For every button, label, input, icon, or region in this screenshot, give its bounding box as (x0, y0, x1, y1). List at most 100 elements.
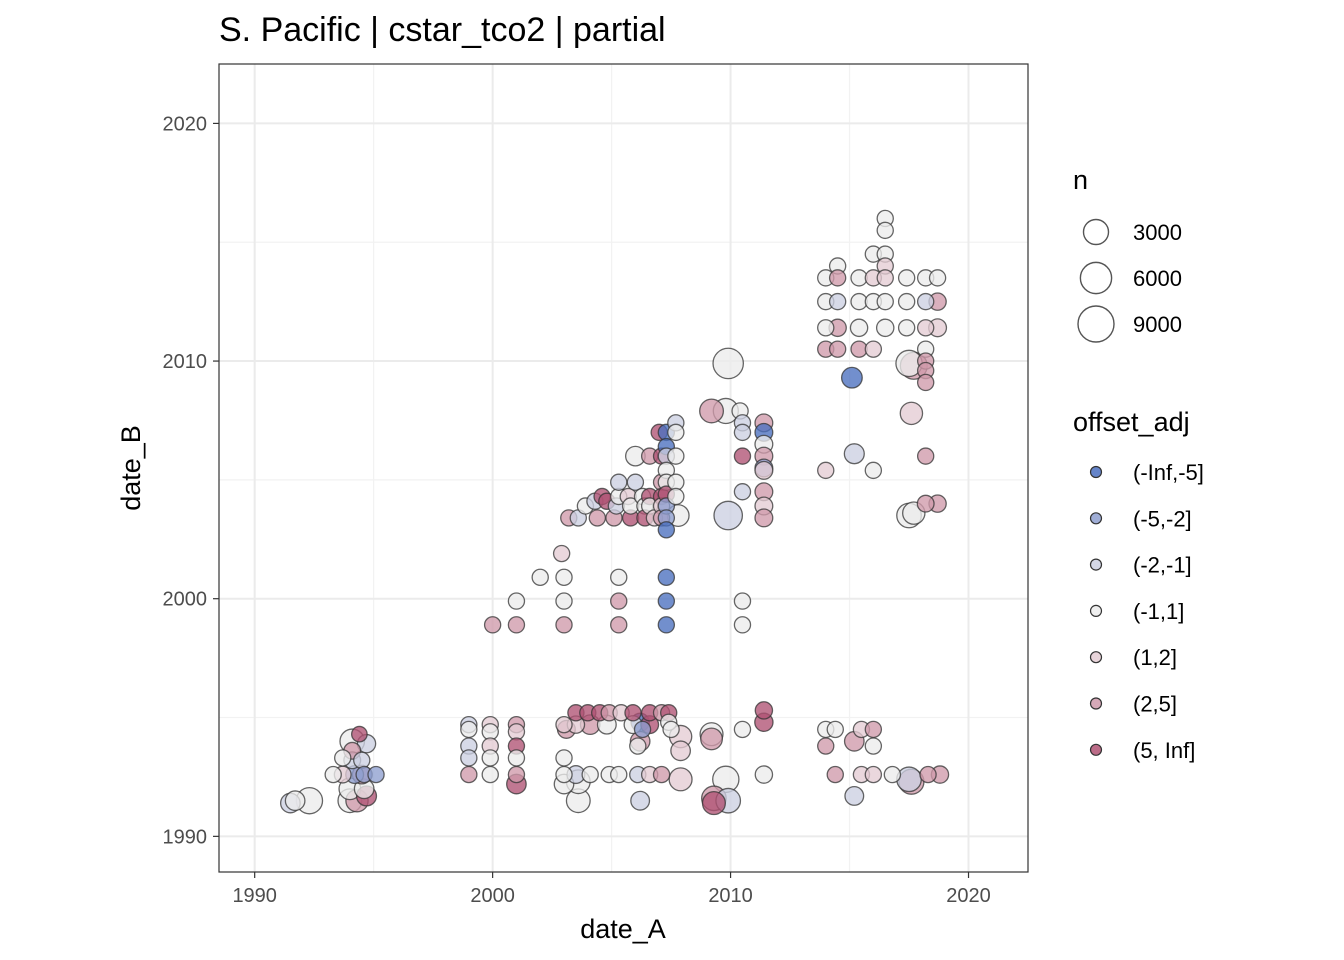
size-legend-label: 9000 (1133, 312, 1182, 337)
data-point (713, 500, 744, 531)
data-point (626, 473, 645, 491)
x-tick-label: 1990 (232, 885, 277, 907)
data-point (552, 544, 571, 563)
data-point (864, 765, 883, 784)
data-point (828, 269, 847, 287)
size-legend: n 3000 6000 9000 (1073, 165, 1182, 343)
data-point (460, 720, 478, 739)
size-legend-label: 6000 (1133, 266, 1182, 291)
data-point (610, 765, 628, 784)
data-point (667, 423, 685, 442)
data-point (864, 737, 883, 755)
data-point (610, 568, 628, 587)
color-legend-key (1089, 512, 1103, 525)
data-point (284, 790, 306, 812)
data-point (481, 765, 499, 784)
color-legend-label: (1,2] (1133, 645, 1177, 670)
data-point (754, 508, 774, 528)
color-legend-label: (2,5] (1133, 692, 1177, 717)
data-point (843, 443, 865, 465)
data-point (849, 318, 869, 338)
data-point (700, 727, 724, 751)
y-axis-title: date_B (116, 425, 146, 511)
data-point (610, 592, 628, 610)
data-point (733, 616, 752, 634)
size-legend-key (1079, 261, 1113, 295)
data-point (657, 616, 676, 634)
color-legend-label: (-5,-2] (1133, 506, 1192, 531)
data-point (916, 373, 935, 392)
color-legend-key (1089, 743, 1103, 756)
data-point (828, 340, 847, 358)
data-point (507, 765, 526, 784)
color-legend-key (1089, 465, 1103, 479)
chart-title: S. Pacific | cstar_tco2 | partial (219, 11, 666, 49)
data-point (733, 483, 752, 501)
data-point (555, 568, 573, 587)
data-point (733, 447, 752, 465)
data-point (350, 725, 368, 743)
data-point (916, 447, 935, 465)
data-point (367, 765, 385, 784)
data-point (633, 720, 652, 739)
size-legend-title: n (1073, 165, 1088, 195)
data-point (876, 269, 894, 287)
data-point (481, 749, 499, 767)
color-legend-key (1089, 697, 1103, 710)
data-point (916, 494, 935, 513)
data-point (668, 767, 693, 792)
data-point (630, 790, 651, 811)
data-point (555, 592, 573, 610)
x-axis-title: date_A (580, 914, 666, 944)
data-point (916, 292, 935, 311)
color-legend-label: (-1,1] (1133, 599, 1184, 624)
data-point (899, 401, 924, 426)
data-point (817, 461, 835, 480)
data-point (896, 766, 922, 793)
data-point (610, 473, 628, 491)
data-point (699, 398, 725, 424)
data-point (460, 765, 478, 784)
data-point (754, 765, 774, 784)
data-point (733, 423, 752, 442)
data-point (555, 715, 573, 734)
data-point (864, 340, 883, 358)
axes: 1990 2000 2010 2020 1990 2000 2010 2020 (163, 113, 991, 907)
data-point (657, 568, 676, 587)
y-tick-label: 2010 (163, 351, 208, 373)
data-point (712, 347, 745, 380)
data-point (826, 720, 844, 739)
color-legend-key (1089, 558, 1103, 571)
size-legend-key (1077, 305, 1115, 343)
data-point (460, 749, 478, 767)
data-point (826, 765, 844, 784)
data-point (864, 461, 883, 480)
data-point (919, 765, 937, 784)
data-point (844, 785, 865, 806)
data-point (928, 269, 947, 287)
data-point (324, 765, 342, 784)
color-legend-label: (5, Inf] (1133, 738, 1195, 763)
data-point (555, 749, 573, 767)
data-point (588, 509, 607, 527)
gridlines (219, 64, 1028, 872)
color-legend-key (1089, 604, 1103, 618)
color-legend: offset_adj (-Inf,-5] (-5,-2] (-2,-1] (-1,1]… (1073, 407, 1204, 763)
data-point (754, 460, 774, 480)
data-point (916, 319, 935, 337)
data-point (875, 318, 895, 338)
data-point (667, 487, 685, 506)
data-point (353, 751, 371, 770)
x-tick-label: 2000 (470, 885, 515, 907)
data-point (531, 568, 549, 587)
data-point (555, 765, 573, 784)
color-legend-label: (-Inf,-5] (1133, 460, 1204, 485)
data-point (662, 720, 680, 739)
data-point (701, 791, 726, 816)
data-point (876, 292, 894, 311)
data-point (817, 319, 835, 337)
color-legend-title: offset_adj (1073, 407, 1190, 437)
data-point (507, 616, 526, 634)
data-point (610, 616, 628, 634)
